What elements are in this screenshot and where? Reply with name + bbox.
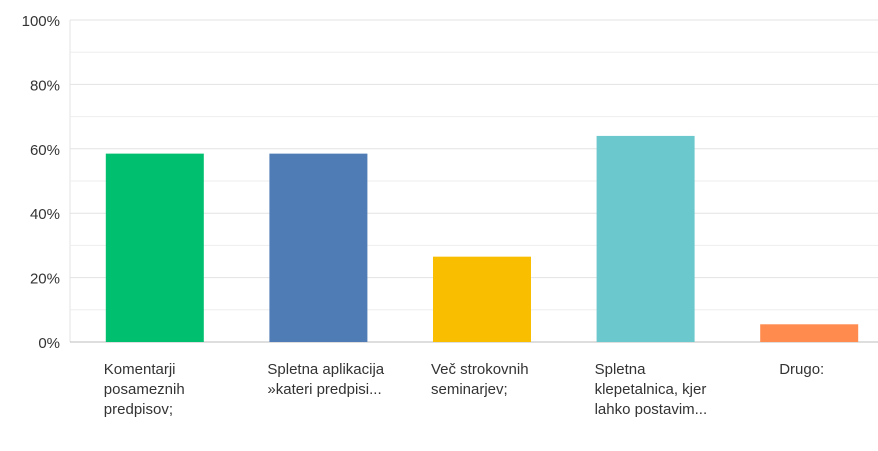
bar [105, 153, 204, 342]
y-tick-label: 100% [22, 13, 60, 30]
y-tick-label: 20% [30, 271, 60, 288]
y-tick-label: 40% [30, 206, 60, 223]
bar [596, 135, 695, 342]
x-tick-label: Komentarji posameznih predpisov; [103, 361, 185, 418]
bar [433, 256, 531, 342]
x-tick-label: Drugo: [779, 361, 825, 378]
x-tick-label: Spletna aplikacija »kateri predpisi... [267, 361, 385, 398]
x-tick-label: Več strokovnih seminarjev; [431, 361, 529, 398]
y-tick-label: 0% [38, 335, 60, 352]
bar [760, 324, 859, 342]
y-tick-label: 60% [30, 142, 60, 159]
y-tick-label: 80% [30, 77, 60, 94]
x-tick-label: Spletna klepetalnica, kjer lahko postavi… [594, 361, 708, 418]
bar [269, 153, 368, 342]
